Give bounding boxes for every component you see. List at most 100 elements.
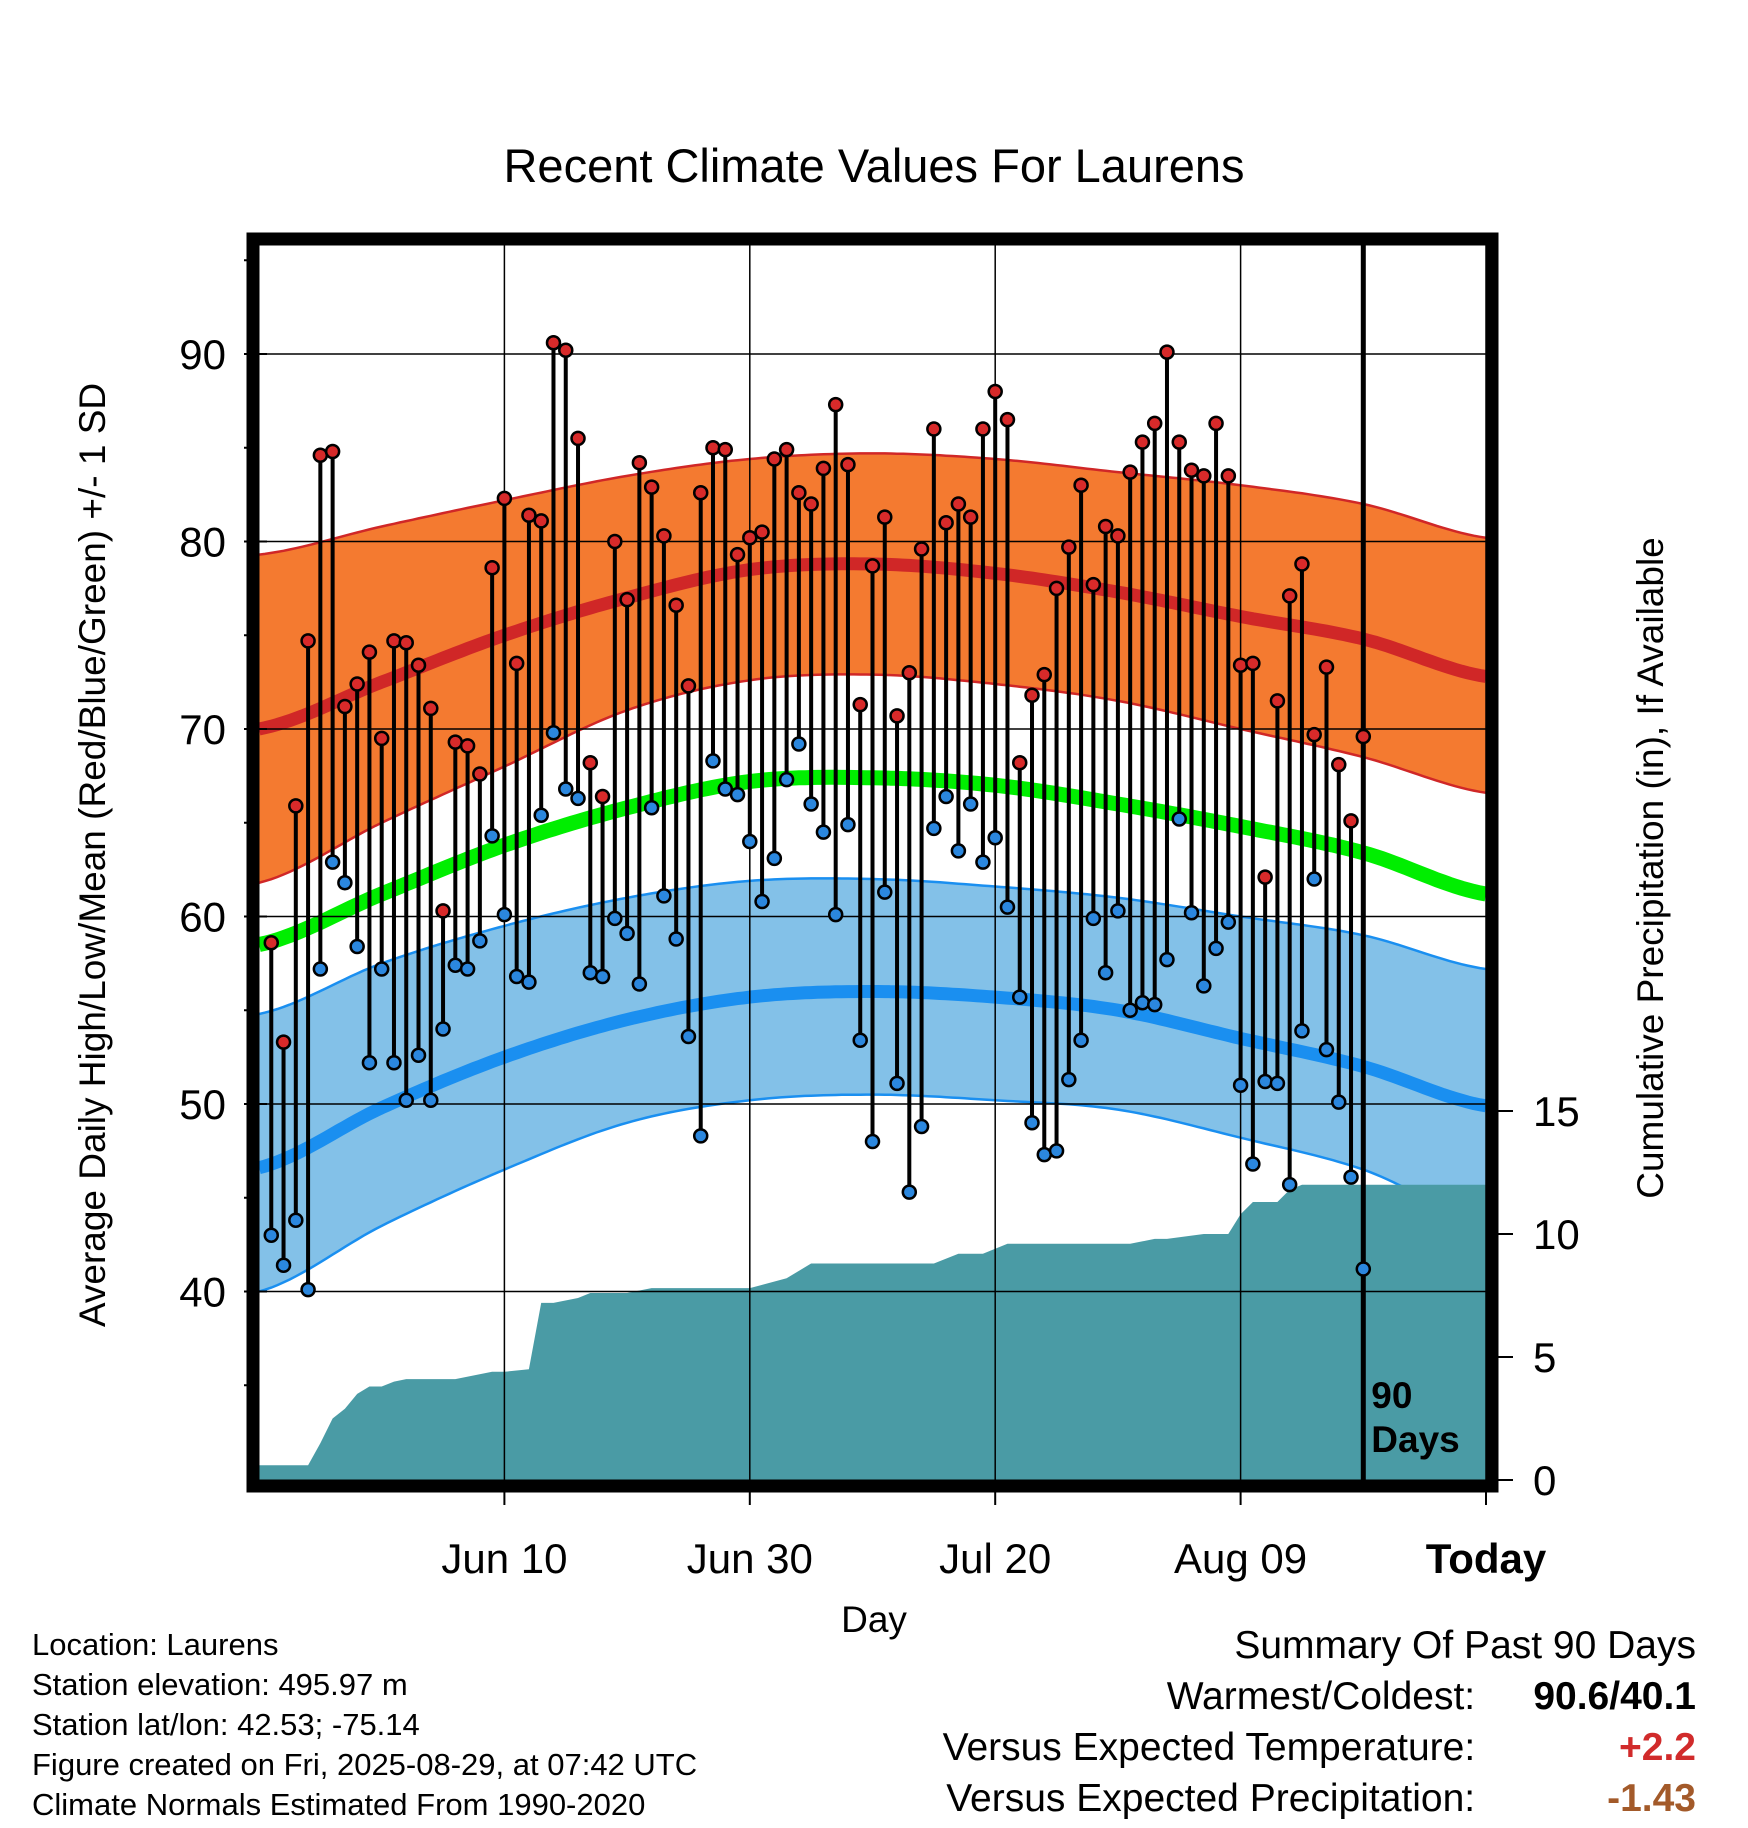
high-point bbox=[558, 342, 574, 358]
warm-label: Warmest/Coldest: bbox=[1166, 1675, 1476, 1718]
high-point bbox=[533, 513, 549, 529]
low-point bbox=[1257, 1073, 1273, 1090]
low-point bbox=[1220, 914, 1237, 930]
low-point bbox=[361, 1055, 378, 1071]
low-point bbox=[717, 781, 734, 797]
low-point bbox=[324, 854, 341, 870]
low-point bbox=[607, 910, 623, 927]
low-point bbox=[288, 1212, 304, 1228]
low-point bbox=[1024, 1115, 1040, 1131]
high-point bbox=[913, 541, 930, 557]
low-point bbox=[889, 1075, 905, 1092]
low-point bbox=[1355, 1261, 1372, 1277]
low-point bbox=[1159, 951, 1175, 968]
low-point bbox=[864, 1133, 881, 1150]
low-point bbox=[484, 828, 500, 844]
high-point bbox=[656, 528, 672, 544]
low-point bbox=[913, 1118, 930, 1135]
high-point bbox=[1306, 726, 1322, 743]
high-point bbox=[668, 597, 684, 613]
low-point bbox=[1085, 910, 1102, 927]
high-point bbox=[975, 421, 991, 437]
high-point bbox=[1281, 588, 1298, 604]
high-point bbox=[1183, 462, 1200, 478]
high-point bbox=[1073, 477, 1089, 493]
x-tick-label: Jul 20 bbox=[939, 1535, 1051, 1582]
high-point bbox=[987, 383, 1003, 400]
high-point bbox=[496, 490, 513, 507]
low-point bbox=[1245, 1156, 1261, 1172]
high-point bbox=[1355, 728, 1372, 745]
high-point bbox=[1134, 434, 1151, 450]
high-point bbox=[582, 755, 599, 771]
low-point bbox=[1343, 1169, 1359, 1185]
high-point bbox=[742, 530, 758, 546]
low-point bbox=[594, 968, 611, 985]
low-point bbox=[1232, 1077, 1249, 1093]
high-point bbox=[1294, 556, 1310, 572]
low-point bbox=[349, 938, 365, 955]
high-point bbox=[962, 509, 979, 525]
x-tick-label: Today bbox=[1426, 1535, 1547, 1582]
low-point bbox=[999, 899, 1016, 915]
low-point bbox=[754, 893, 770, 910]
y-axis-label: Average Daily High/Low/Mean (Red/Blue/Gr… bbox=[72, 383, 113, 1327]
low-point bbox=[1269, 1075, 1286, 1092]
low-point bbox=[545, 725, 562, 741]
precip-label: Versus Expected Precipitation: bbox=[946, 1777, 1476, 1820]
high-point bbox=[423, 700, 439, 717]
low-point bbox=[582, 965, 599, 981]
high-point bbox=[1220, 468, 1237, 484]
high-point bbox=[545, 335, 562, 351]
high-point bbox=[1208, 415, 1224, 432]
high-point bbox=[1011, 755, 1028, 771]
station-info: Location: Laurens Station elevation: 495… bbox=[32, 1625, 697, 1825]
high-point bbox=[324, 443, 341, 460]
low-point bbox=[533, 807, 549, 823]
data-marks bbox=[263, 245, 1372, 1480]
high-point bbox=[827, 396, 844, 413]
high-point bbox=[300, 633, 316, 649]
high-point bbox=[349, 676, 365, 692]
low-point bbox=[423, 1092, 439, 1108]
high-point bbox=[508, 655, 525, 672]
low-point bbox=[643, 800, 660, 816]
y2-axis-label: Cumulative Precipitation (in), If Availa… bbox=[1630, 537, 1671, 1199]
high-point bbox=[447, 734, 464, 750]
high-point bbox=[901, 665, 918, 681]
y-tick-label: 60 bbox=[179, 894, 226, 941]
low-point bbox=[1171, 811, 1187, 827]
low-point bbox=[705, 753, 721, 769]
y-tick-label: 50 bbox=[179, 1081, 226, 1128]
low-point bbox=[1036, 1146, 1053, 1163]
high-point bbox=[1122, 464, 1138, 480]
low-point bbox=[680, 1028, 697, 1045]
low-point bbox=[1306, 871, 1322, 887]
high-point bbox=[410, 657, 427, 673]
high-point bbox=[373, 730, 390, 747]
high-point bbox=[926, 421, 942, 437]
high-point bbox=[631, 455, 648, 471]
low-point bbox=[263, 1227, 280, 1243]
high-point bbox=[472, 766, 488, 782]
low-point bbox=[1097, 965, 1114, 981]
temp-label: Versus Expected Temperature: bbox=[942, 1726, 1476, 1769]
low-point bbox=[962, 796, 979, 812]
low-point bbox=[496, 906, 513, 923]
y2-tick-label: 15 bbox=[1533, 1088, 1580, 1135]
high-point bbox=[1159, 344, 1175, 360]
high-point bbox=[521, 507, 537, 523]
low-point bbox=[656, 888, 672, 904]
y-tick-label: 40 bbox=[179, 1269, 226, 1316]
low-point bbox=[1294, 1023, 1310, 1039]
high-point bbox=[1061, 539, 1077, 555]
x-tick-label: Jun 30 bbox=[687, 1535, 813, 1582]
high-point bbox=[1146, 415, 1163, 432]
high-point bbox=[705, 440, 721, 456]
high-point bbox=[852, 696, 868, 713]
low-point bbox=[803, 796, 819, 812]
low-point bbox=[558, 781, 574, 797]
low-point bbox=[1331, 1094, 1347, 1110]
high-point bbox=[386, 633, 402, 649]
high-point bbox=[840, 456, 856, 473]
